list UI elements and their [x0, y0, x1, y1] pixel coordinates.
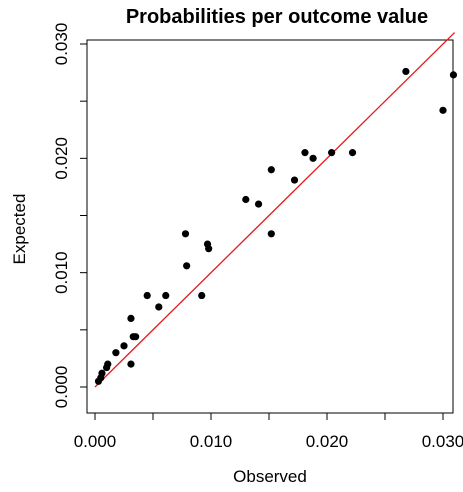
y-tick-label: 0.030 — [52, 23, 71, 66]
data-point — [267, 166, 275, 174]
data-point — [254, 200, 263, 208]
reference-line-identity — [94, 32, 456, 388]
data-point — [198, 291, 206, 300]
data-point — [143, 291, 151, 300]
data-point — [290, 176, 299, 184]
data-point — [309, 154, 317, 162]
x-axis-label: Observed — [233, 467, 307, 486]
data-point — [402, 67, 410, 76]
chart-title: Probabilities per outcome value — [126, 6, 428, 28]
x-tick-label: 0.010 — [190, 432, 233, 451]
data-point — [104, 360, 112, 368]
plot-area: 0.000 0.010 0.020 0.030 0.000 0.010 0.020 0.030 — [52, 23, 463, 451]
data-point — [242, 195, 250, 204]
data-point — [127, 314, 135, 322]
x-tick-label: 0.000 — [74, 432, 117, 451]
y-axis-label: Expected — [10, 194, 29, 265]
data-point — [98, 369, 106, 377]
data-point — [155, 303, 163, 311]
data-point — [301, 149, 309, 157]
data-point — [162, 291, 170, 300]
x-tick-label: 0.020 — [306, 432, 349, 451]
data-point — [328, 149, 336, 157]
data-point — [181, 230, 190, 238]
data-point — [267, 230, 275, 238]
data-point — [112, 349, 120, 357]
data-point — [449, 71, 458, 79]
data-point — [127, 360, 135, 368]
data-point — [132, 333, 140, 341]
y-tick-label: 0.020 — [52, 137, 71, 180]
data-point — [205, 245, 213, 253]
y-tick-label: 0.010 — [52, 251, 71, 294]
data-point — [348, 149, 357, 157]
plot-frame — [86, 39, 454, 414]
data-point — [439, 106, 447, 114]
data-point — [120, 342, 128, 350]
data-point — [183, 262, 191, 270]
x-tick-label: 0.030 — [422, 432, 463, 451]
y-tick-label: 0.000 — [52, 366, 71, 409]
